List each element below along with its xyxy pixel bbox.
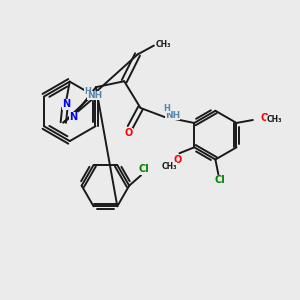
- Text: O: O: [174, 155, 182, 165]
- Text: O: O: [260, 113, 268, 124]
- Text: CH₃: CH₃: [161, 162, 177, 171]
- Text: N: N: [70, 112, 78, 122]
- Text: Cl: Cl: [214, 175, 225, 185]
- Text: NH: NH: [87, 91, 102, 100]
- Text: H: H: [84, 87, 91, 96]
- Text: H: H: [163, 104, 170, 113]
- Text: Cl: Cl: [139, 164, 149, 174]
- Text: CH₃: CH₃: [266, 115, 282, 124]
- Text: CH₃: CH₃: [156, 40, 171, 49]
- Text: O: O: [124, 128, 133, 138]
- Text: N: N: [62, 99, 70, 110]
- Text: NH: NH: [165, 111, 180, 120]
